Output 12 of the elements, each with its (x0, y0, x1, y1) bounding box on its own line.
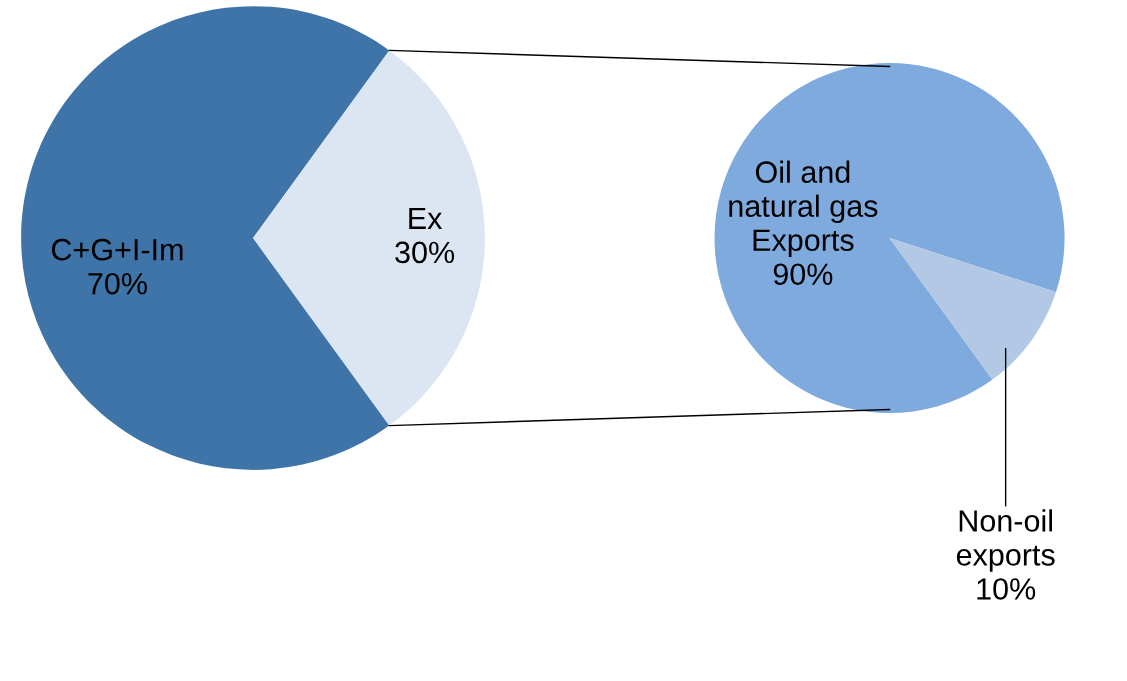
slice-label: Oil and natural gas Exports (729, 160, 878, 258)
pie-slice (253, 50, 485, 426)
slice-label: Ex (409, 207, 443, 229)
data-label: 30% (395, 241, 455, 264)
slice-label: C+G+I-Im (51, 238, 183, 261)
data-label: 70% (88, 272, 147, 295)
pie-slice (21, 6, 390, 470)
slice-label: Non-oil exports (956, 509, 1055, 572)
data-label: 10% (977, 578, 1036, 600)
data-label: 90% (773, 263, 833, 286)
pie-slice (714, 62, 1065, 414)
pie-slice (889, 238, 1056, 380)
